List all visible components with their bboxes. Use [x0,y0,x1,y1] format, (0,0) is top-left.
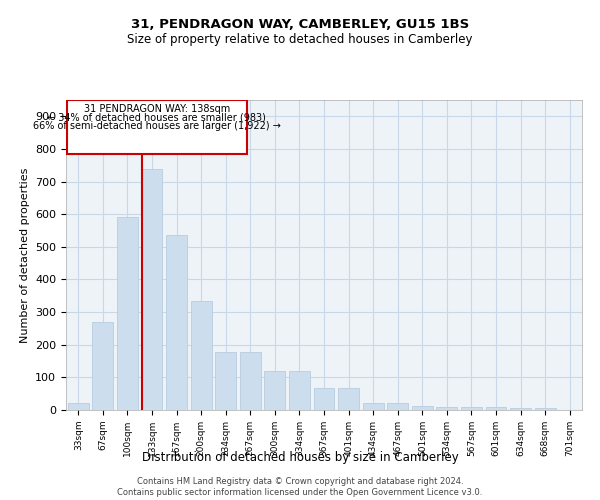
Text: 31 PENDRAGON WAY: 138sqm: 31 PENDRAGON WAY: 138sqm [84,104,230,114]
Bar [92,322,113,410]
Bar [338,388,359,410]
Bar [387,403,408,410]
Bar [485,408,506,410]
Bar [117,218,138,410]
Bar [436,406,457,410]
Bar [191,300,212,410]
Bar [68,404,89,410]
Text: Contains public sector information licensed under the Open Government Licence v3: Contains public sector information licen… [118,488,482,497]
Bar [362,403,383,410]
Bar [412,406,433,410]
Text: 66% of semi-detached houses are larger (1,922) →: 66% of semi-detached houses are larger (… [33,120,281,130]
Text: ← 34% of detached houses are smaller (983): ← 34% of detached houses are smaller (98… [47,112,266,122]
Bar [314,388,334,410]
Bar [265,372,286,410]
Bar [215,352,236,410]
Bar [289,372,310,410]
FancyBboxPatch shape [67,100,247,154]
Y-axis label: Number of detached properties: Number of detached properties [20,168,29,342]
Text: Contains HM Land Registry data © Crown copyright and database right 2024.: Contains HM Land Registry data © Crown c… [137,476,463,486]
Bar [142,168,163,410]
Bar [240,352,261,410]
Text: Size of property relative to detached houses in Camberley: Size of property relative to detached ho… [127,32,473,46]
Bar [535,408,556,410]
Text: Distribution of detached houses by size in Camberley: Distribution of detached houses by size … [142,451,458,464]
Text: 31, PENDRAGON WAY, CAMBERLEY, GU15 1BS: 31, PENDRAGON WAY, CAMBERLEY, GU15 1BS [131,18,469,30]
Bar [510,408,531,410]
Bar [461,408,482,410]
Bar [166,236,187,410]
